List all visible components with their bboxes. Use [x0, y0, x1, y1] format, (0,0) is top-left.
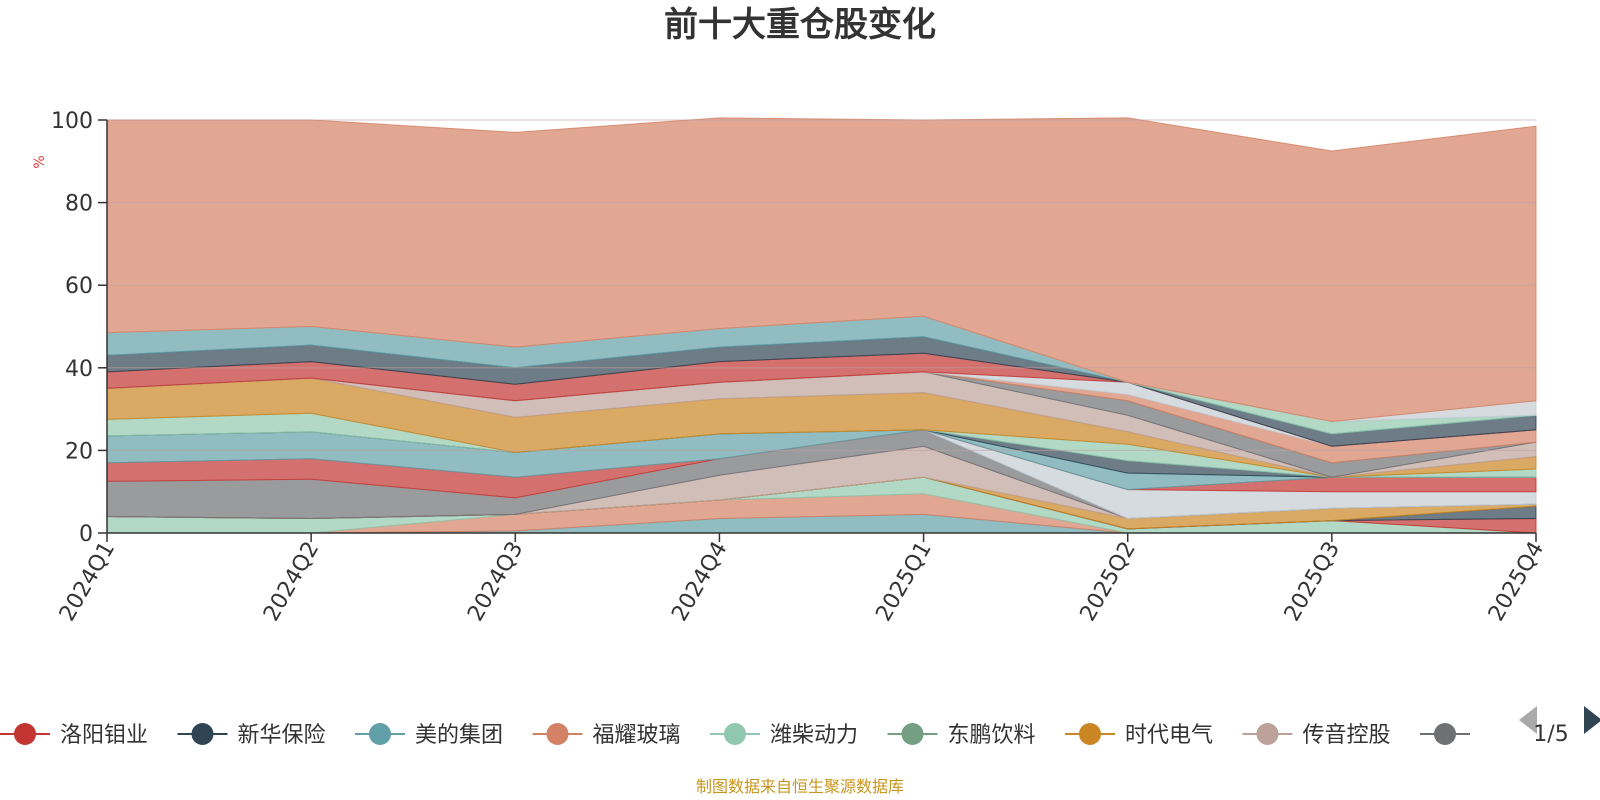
legend-page-indicator: 1/5 [1533, 722, 1568, 747]
x-tick-label: 2024Q3 [463, 538, 528, 626]
legend-label: 新华保险 [238, 723, 326, 748]
x-tick-label: 2025Q4 [1484, 538, 1549, 626]
legend-item[interactable]: 传音控股 [1242, 723, 1391, 748]
chart-title: 前十大重仓股变化 [664, 5, 936, 45]
source-note: 制图数据来自恒生聚源数据库 [696, 777, 904, 796]
legend-label: 福耀玻璃 [593, 723, 681, 748]
y-tick-label: 100 [51, 109, 93, 134]
x-axis-ticks: 2024Q1 2024Q2 2024Q3 2024Q4 2025Q1 2025Q2 2025… [55, 533, 1549, 626]
legend-label: 洛阳钼业 [60, 723, 148, 748]
legend-label: 时代电气 [1125, 723, 1213, 748]
legend-item[interactable]: 福耀玻璃 [532, 723, 681, 748]
legend-item[interactable]: 潍柴动力 [710, 723, 858, 748]
legend-label: 东鹏饮料 [948, 723, 1036, 748]
y-axis-unit-label: % [32, 155, 48, 168]
legend-dot-icon [1434, 723, 1456, 745]
legend-label: 美的集团 [415, 723, 503, 748]
legend-item[interactable] [1420, 723, 1470, 745]
legend-label: 传音控股 [1303, 723, 1391, 748]
legend-label: 潍柴动力 [770, 723, 858, 748]
area-series-24[interactable] [106, 117, 1537, 423]
y-tick-label: 60 [65, 274, 93, 299]
y-axis-ticks: 0 20 40 60 80 100 [51, 109, 107, 547]
legend-dot-icon [369, 723, 391, 745]
y-tick-label: 20 [65, 439, 93, 464]
legend[interactable]: 洛阳钼业 新华保险 美的集团 福耀玻璃 潍柴动力 东鹏饮料 时代电气 传音控股 [0, 723, 1470, 748]
legend-dot-icon [901, 723, 924, 745]
legend-pager: 1/5 [1519, 706, 1600, 747]
legend-dot-icon [14, 723, 36, 745]
legend-item[interactable]: 东鹏饮料 [887, 723, 1036, 748]
legend-dot-icon [191, 723, 214, 745]
legend-item[interactable]: 美的集团 [355, 723, 503, 748]
area-series-group [106, 117, 1537, 534]
x-tick-label: 2025Q1 [871, 538, 936, 626]
legend-item[interactable]: 时代电气 [1065, 723, 1213, 748]
legend-prev-page-icon[interactable] [1519, 706, 1537, 734]
legend-dot-icon [546, 723, 569, 745]
legend-item[interactable]: 洛阳钼业 [0, 723, 148, 748]
x-tick-label: 2024Q2 [259, 538, 324, 626]
x-tick-label: 2024Q4 [667, 538, 732, 626]
legend-next-page-icon[interactable] [1584, 706, 1600, 734]
y-tick-label: 80 [65, 192, 93, 217]
gridlines [107, 119, 1536, 451]
x-tick-label: 2025Q2 [1076, 538, 1141, 626]
x-tick-label: 2024Q1 [55, 538, 120, 626]
axes [106, 120, 1536, 534]
x-tick-label: 2025Q3 [1280, 538, 1345, 626]
y-tick-label: 40 [65, 357, 93, 382]
legend-dot-icon [724, 723, 746, 745]
y-tick-label: 0 [79, 522, 93, 547]
legend-dot-icon [1079, 723, 1101, 745]
legend-item[interactable]: 新华保险 [177, 723, 326, 748]
legend-dot-icon [1256, 723, 1279, 745]
